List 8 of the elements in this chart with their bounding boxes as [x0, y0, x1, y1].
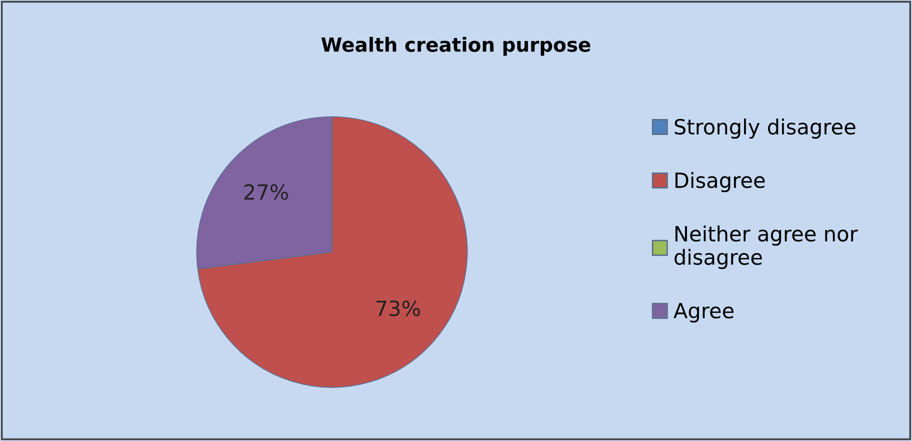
legend-label: Disagree	[675, 172, 765, 192]
legend-label: Agree	[674, 302, 734, 322]
data-label: 73%	[376, 300, 420, 316]
legend-label: Strongly disagree	[674, 118, 856, 139]
pie-slice	[197, 116, 468, 388]
legend-label: Neither agree nor disagree	[674, 226, 858, 269]
chart-title: Wealth creation purpose	[321, 36, 590, 56]
data-label: 27%	[244, 184, 288, 200]
